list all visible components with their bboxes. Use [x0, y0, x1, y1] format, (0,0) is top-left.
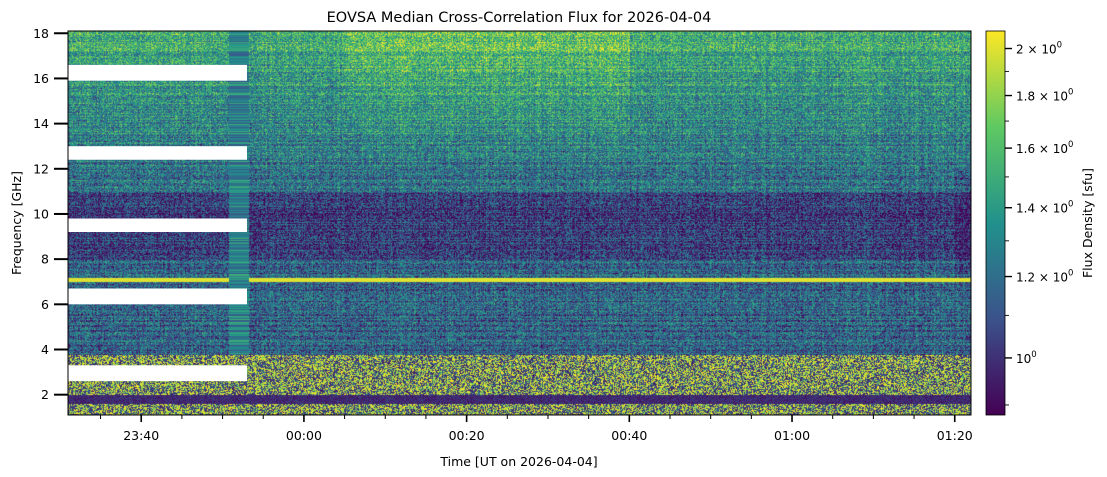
y-axis-label: Frequency [GHz] — [9, 171, 24, 275]
x-tick-label: 23:40 — [123, 428, 159, 443]
colorbar-tick-label: 1.2 × 100 — [1016, 269, 1073, 285]
x-axis: 23:40 00:00 00:20 00:40 01:00 01:20 — [100, 415, 973, 443]
y-tick-label: 6 — [41, 297, 49, 312]
colorbar-tick-label: 100 — [1016, 350, 1037, 366]
data-gaps — [68, 64, 247, 382]
x-tick-label: 00:40 — [611, 428, 647, 443]
y-tick-label: 4 — [41, 342, 49, 357]
data-gap-band — [68, 365, 247, 382]
colorbar-label: Flux Density [sfu] — [1080, 168, 1095, 278]
colorbar-ticks: 100 1.2 × 100 1.4 × 100 1.6 × 100 1.8 × 100 2… — [1005, 41, 1073, 406]
data-gap-band — [68, 146, 247, 160]
y-tick-label: 14 — [33, 116, 49, 131]
chart-title: EOVSA Median Cross-Correlation Flux for … — [327, 10, 712, 26]
colorbar-tick-label: 2 × 100 — [1016, 41, 1062, 57]
colorbar-tick-label: 1.4 × 100 — [1016, 200, 1073, 216]
y-tick-label: 16 — [33, 71, 49, 86]
plot-frame — [67, 30, 972, 416]
x-tick-label: 01:20 — [937, 428, 973, 443]
colorbar-tick-label: 1.8 × 100 — [1016, 88, 1073, 104]
y-tick-label: 10 — [33, 206, 49, 221]
colorbar: 100 1.2 × 100 1.4 × 100 1.6 × 100 1.8 × 100 2… — [985, 30, 1095, 416]
y-tick-label: 2 — [41, 387, 49, 402]
data-gap-band — [68, 288, 247, 305]
y-axis: 2 4 6 8 10 12 14 16 18 — [33, 26, 68, 402]
x-tick-label: 00:20 — [449, 428, 485, 443]
data-gap-band — [68, 218, 247, 233]
colorbar-gradient — [985, 30, 1006, 416]
x-axis-label: Time [UT on 2026-04-04] — [439, 454, 597, 469]
x-tick-label: 01:00 — [774, 428, 810, 443]
y-tick-label: 18 — [33, 26, 49, 41]
colorbar-tick-label: 1.6 × 100 — [1016, 140, 1073, 156]
plot-area — [67, 30, 972, 416]
y-tick-label: 12 — [33, 161, 49, 176]
x-tick-label: 00:00 — [286, 428, 322, 443]
y-tick-label: 8 — [41, 252, 49, 267]
data-gap-band — [68, 64, 247, 81]
